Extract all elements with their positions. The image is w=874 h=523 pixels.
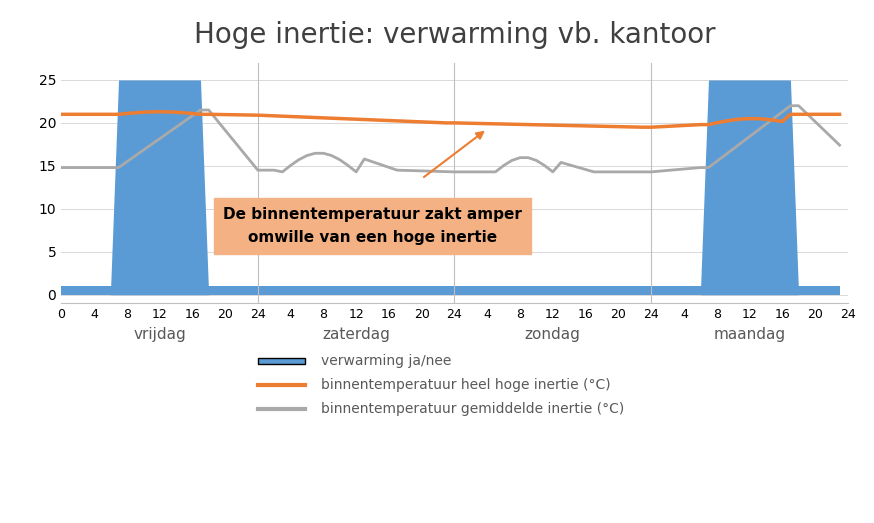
Text: zaterdag: zaterdag xyxy=(323,327,390,343)
Text: binnentemperatuur gemiddelde inertie (°C): binnentemperatuur gemiddelde inertie (°C… xyxy=(321,402,624,416)
FancyBboxPatch shape xyxy=(258,358,305,364)
Text: verwarming ja/nee: verwarming ja/nee xyxy=(321,354,451,368)
Text: vrijdag: vrijdag xyxy=(133,327,186,343)
Text: maandag: maandag xyxy=(713,327,786,343)
Text: zondag: zondag xyxy=(525,327,580,343)
Text: De binnentemperatuur zakt amper
omwille van een hoge inertie: De binnentemperatuur zakt amper omwille … xyxy=(223,208,522,245)
Text: binnentemperatuur heel hoge inertie (°C): binnentemperatuur heel hoge inertie (°C) xyxy=(321,378,610,392)
Title: Hoge inertie: verwarming vb. kantoor: Hoge inertie: verwarming vb. kantoor xyxy=(194,21,715,49)
